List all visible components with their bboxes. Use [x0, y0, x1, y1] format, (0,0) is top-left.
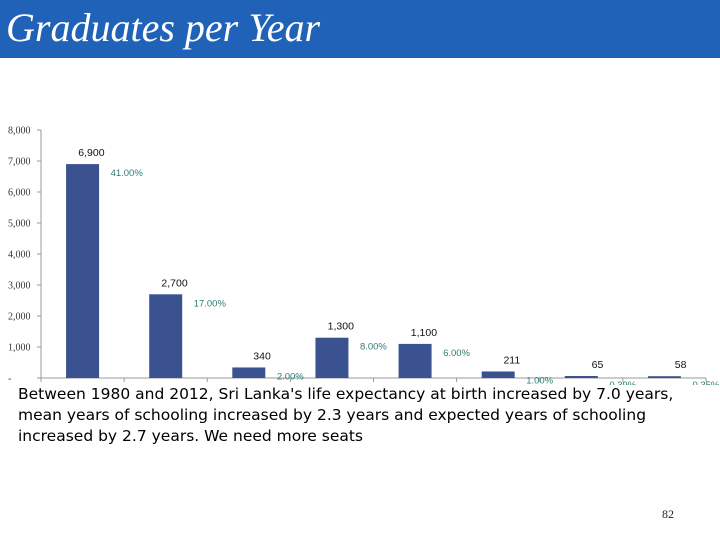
percent-label: 41.00%	[111, 168, 144, 179]
x-category-label: Dental Surgery	[550, 384, 614, 385]
data-label: 6,900	[78, 147, 104, 159]
x-category-label: Architecture &	[468, 384, 528, 385]
y-tick-label: 2,000	[8, 312, 31, 323]
bar	[564, 375, 598, 378]
slide-title: Graduates per Year	[6, 5, 321, 50]
y-tick-label: -	[8, 374, 11, 385]
percent-label: 2.00%	[277, 371, 304, 382]
x-category-label: Veterinary Science	[625, 384, 704, 385]
bar	[66, 164, 100, 378]
percent-label: 0.39%	[609, 380, 636, 385]
title-bar: Graduates per Year	[0, 0, 720, 58]
data-label: 1,300	[328, 321, 354, 333]
percent-label: 1.00%	[526, 375, 553, 385]
x-category-label: Commerce & MGT	[126, 384, 205, 385]
y-tick-label: 6,000	[8, 188, 31, 199]
x-category-label: Law	[240, 384, 258, 385]
percent-label: 6.00%	[443, 348, 470, 359]
percent-label: 17.00%	[194, 298, 227, 309]
x-category-label: Art Studies	[59, 384, 106, 385]
y-tick-label: 8,000	[8, 126, 31, 137]
bar	[398, 343, 432, 378]
percent-label: 8.00%	[360, 342, 387, 353]
bar	[315, 337, 349, 378]
data-label: 1,100	[411, 327, 437, 339]
y-tick-label: 7,000	[8, 157, 31, 168]
data-label: 211	[503, 354, 520, 366]
y-tick-label: 1,000	[8, 343, 31, 354]
y-tick-label: 5,000	[8, 219, 31, 230]
x-category-label: Engineering	[307, 384, 358, 385]
bar	[647, 376, 681, 378]
data-label: 2,700	[161, 277, 187, 289]
page-number: 82	[662, 507, 674, 521]
bar	[481, 371, 515, 378]
data-label: 58	[675, 359, 687, 371]
bar	[232, 367, 266, 378]
percent-label: 0.35%	[692, 380, 719, 385]
data-label: 65	[592, 359, 604, 371]
bar	[149, 294, 183, 378]
data-label: 340	[253, 350, 271, 362]
bar-chart: - 1,000 2,000 3,000 4,000 5,000 6,000 7,000 8,00…	[8, 126, 720, 386]
slide-caption: Between 1980 and 2012, Sri Lanka's life …	[18, 385, 674, 445]
y-tick-label: 3,000	[8, 281, 31, 292]
y-tick-label: 4,000	[8, 250, 31, 261]
x-category-label: Medicine	[396, 384, 434, 385]
